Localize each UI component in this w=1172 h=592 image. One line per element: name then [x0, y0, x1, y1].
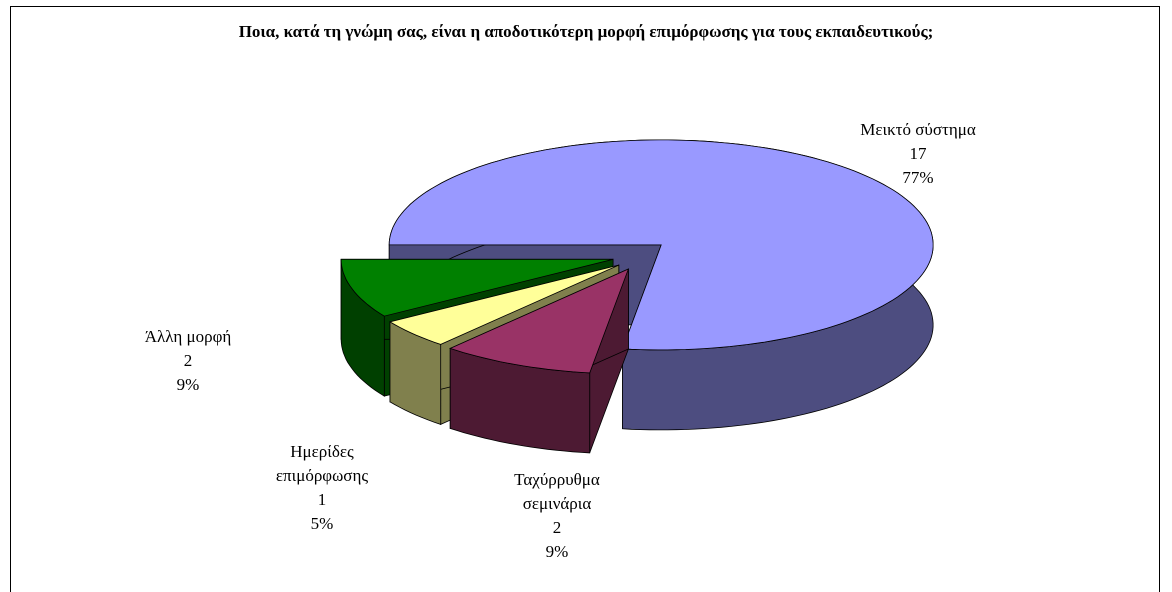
- label-percent: 5%: [310, 514, 334, 533]
- slice-top: [388, 139, 934, 351]
- label-category: Ταχύρρυθμα σεμινάρια: [514, 470, 600, 513]
- label-percent: 77%: [902, 168, 934, 187]
- label-category: Μεικτό σύστημα: [860, 120, 976, 139]
- chart-frame: [10, 6, 1160, 592]
- data-label: Ημερίδες επιμόρφωσης 1 5%: [252, 440, 392, 536]
- label-category: Άλλη μορφή: [144, 327, 232, 346]
- label-percent: 9%: [176, 375, 200, 394]
- slice-top: [388, 264, 619, 345]
- slice: [449, 268, 630, 454]
- data-label: Άλλη μορφή 2 9%: [88, 325, 288, 397]
- data-label: Μεικτό σύστημα 17 77%: [818, 118, 1018, 190]
- slice-top: [340, 258, 614, 317]
- chart-title: Ποια, κατά τη γνώμη σας, είναι η αποδοτι…: [238, 22, 934, 41]
- slice-top: [449, 268, 630, 374]
- label-value: 2: [552, 518, 562, 537]
- label-value: 17: [909, 144, 927, 163]
- data-label: Ταχύρρυθμα σεμινάρια 2 9%: [487, 468, 627, 564]
- label-percent: 9%: [545, 542, 569, 561]
- label-value: 2: [183, 351, 193, 370]
- label-category: Ημερίδες επιμόρφωσης: [275, 442, 369, 485]
- label-value: 1: [317, 490, 327, 509]
